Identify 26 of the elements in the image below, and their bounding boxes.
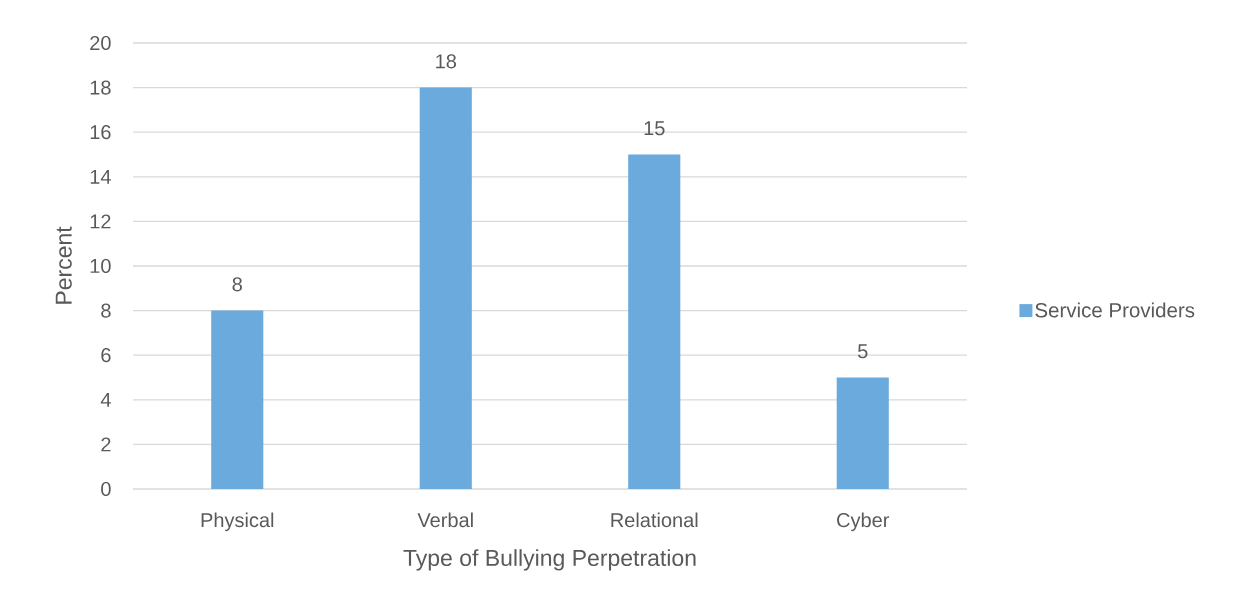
y-tick-label: 0 [101, 481, 111, 497]
data-label: 5 [857, 344, 868, 359]
y-tick-label: 2 [101, 437, 111, 452]
y-tick-label: 18 [90, 80, 111, 95]
bar [628, 154, 681, 489]
y-tick-label: 16 [90, 125, 111, 140]
y-tick-label: 12 [90, 214, 111, 229]
data-label: 8 [232, 277, 242, 292]
x-tick-label: Relational [611, 512, 698, 528]
data-label: 18 [436, 54, 457, 69]
bar [419, 87, 472, 489]
bar [211, 310, 264, 489]
y-axis-title: Percent [55, 226, 72, 304]
bar [836, 377, 889, 489]
legend-label: Service Providers [1035, 302, 1195, 318]
y-tick-label: 10 [90, 258, 111, 274]
y-tick-label: 8 [101, 303, 111, 318]
y-tick-label: 14 [90, 169, 111, 184]
y-tick-label: 6 [101, 348, 111, 363]
x-axis-title: Type of Bullying Perpetration [403, 549, 696, 571]
x-tick-label: Verbal [417, 512, 473, 528]
x-tick-label: Cyber [837, 512, 890, 532]
y-tick-label: 4 [100, 392, 111, 407]
x-tick-label: Physical [201, 512, 274, 532]
data-label: 15 [644, 121, 665, 136]
y-tick-label: 20 [90, 35, 111, 51]
